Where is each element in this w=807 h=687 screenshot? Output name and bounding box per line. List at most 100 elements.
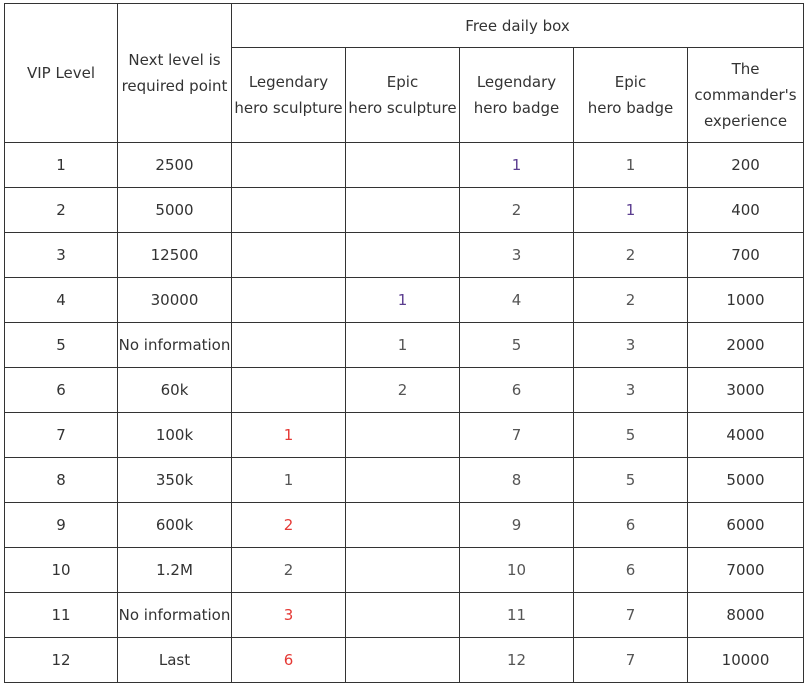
epic-sculpture-cell [345,502,460,548]
vip-rewards-table: VIP Level Next level is required point F… [4,3,805,683]
legendary-badge-cell: 4 [459,277,574,323]
epic-sculpture-cell [345,547,460,593]
legendary-sculpture-cell [231,367,346,413]
commander-experience-cell: 200 [686,142,805,188]
epic-badge-cell: 2 [573,277,688,323]
epic-sculpture-cell [345,142,460,188]
vip-level-cell: 1 [4,142,118,188]
commander-experience-cell: 400 [686,187,805,233]
table-row: 8 350k 1 8 5 5000 [4,457,805,503]
legendary-sculpture-cell: 2 [231,502,346,548]
table-row: 4 30000 1 4 2 1000 [4,277,805,323]
next-level-header: Next level is required point [117,3,232,143]
legendary-badge-cell: 2 [459,187,574,233]
legendary-badge-cell: 7 [459,412,574,458]
legendary-sculpture-header-text: Legendary hero sculpture [234,73,343,117]
vip-level-cell: 4 [4,277,118,323]
next-level-cell: No information [117,592,232,638]
next-level-cell: 12500 [117,232,232,278]
legendary-badge-header-text: Legendary hero badge [473,73,560,117]
next-level-cell: 100k [117,412,232,458]
table-row: 6 60k 2 6 3 3000 [4,367,805,413]
epic-sculpture-cell [345,232,460,278]
next-level-cell: 600k [117,502,232,548]
legendary-sculpture-cell: 1 [231,412,346,458]
vip-level-header-text: VIP Level [26,64,96,82]
epic-badge-cell: 3 [573,367,688,413]
epic-sculpture-cell [345,592,460,638]
commander-experience-cell: 2000 [686,322,805,368]
commander-experience-cell: 4000 [686,412,805,458]
commander-experience-cell: 6000 [686,502,805,548]
legendary-sculpture-cell: 2 [231,547,346,593]
epic-sculpture-cell: 1 [345,322,460,368]
epic-sculpture-cell [345,457,460,503]
free-daily-box-header: Free daily box [230,3,805,48]
table-row: 12 Last 6 12 7 10000 [4,637,805,683]
legendary-badge-cell: 1 [459,142,574,188]
epic-sculpture-header-text: Epic hero sculpture [348,73,457,117]
next-level-cell: 1.2M [117,547,232,593]
next-level-cell: 30000 [117,277,232,323]
epic-badge-cell: 6 [573,547,688,593]
vip-level-cell: 11 [4,592,118,638]
legendary-sculpture-cell [231,142,346,188]
epic-badge-cell: 7 [573,637,688,683]
commander-experience-header: The commander's experience [686,47,805,143]
epic-sculpture-cell: 1 [345,277,460,323]
table-header: VIP Level Next level is required point F… [4,3,805,143]
table-body: 1 2500 1 1 200 2 5000 2 1 400 3 12500 [4,142,805,683]
vip-level-cell: 7 [4,412,118,458]
commander-experience-cell: 1000 [686,277,805,323]
epic-sculpture-cell [345,187,460,233]
header-row-bottom: Legendary hero sculpture Epic hero sculp… [5,47,805,143]
legendary-sculpture-header: Legendary hero sculpture [231,47,346,143]
legendary-badge-cell: 11 [459,592,574,638]
commander-experience-cell: 5000 [686,457,805,503]
next-level-cell: No information [117,322,232,368]
table-row: 7 100k 1 7 5 4000 [4,412,805,458]
epic-badge-cell: 6 [573,502,688,548]
table-row: 2 5000 2 1 400 [4,187,805,233]
legendary-badge-cell: 9 [459,502,574,548]
table-row: 9 600k 2 9 6 6000 [4,502,805,548]
vip-level-header: VIP Level [4,3,118,143]
header-row-top: VIP Level Next level is required point F… [4,3,805,143]
legendary-badge-cell: 5 [459,322,574,368]
commander-experience-cell: 10000 [686,637,805,683]
legendary-sculpture-cell [231,277,346,323]
next-level-cell: 60k [117,367,232,413]
next-level-cell: 350k [117,457,232,503]
table-row: 1 2500 1 1 200 [4,142,805,188]
epic-badge-cell: 1 [573,142,688,188]
legendary-badge-header: Legendary hero badge [459,47,574,143]
epic-sculpture-cell [345,637,460,683]
next-level-cell: 2500 [117,142,232,188]
legendary-sculpture-cell: 6 [231,637,346,683]
epic-badge-header-text: Epic hero badge [587,73,674,117]
legendary-badge-cell: 8 [459,457,574,503]
commander-experience-cell: 700 [686,232,805,278]
epic-badge-header: Epic hero badge [573,47,688,143]
table-row: 11 No information 3 11 7 8000 [4,592,805,638]
legendary-sculpture-cell [231,322,346,368]
commander-experience-cell: 3000 [686,367,805,413]
commander-experience-header-text: The commander's experience [694,60,797,130]
legendary-sculpture-cell: 1 [231,457,346,503]
table-row: 5 No information 1 5 3 2000 [4,322,805,368]
epic-sculpture-cell [345,412,460,458]
vip-level-cell: 10 [4,547,118,593]
legendary-badge-cell: 10 [459,547,574,593]
epic-sculpture-header: Epic hero sculpture [345,47,460,143]
table-row: 10 1.2M 2 10 6 7000 [4,547,805,593]
next-level-cell: Last [117,637,232,683]
legendary-badge-cell: 6 [459,367,574,413]
epic-badge-cell: 2 [573,232,688,278]
epic-badge-cell: 3 [573,322,688,368]
vip-level-cell: 9 [4,502,118,548]
vip-level-cell: 8 [4,457,118,503]
vip-level-cell: 3 [4,232,118,278]
epic-badge-cell: 7 [573,592,688,638]
epic-sculpture-cell: 2 [345,367,460,413]
